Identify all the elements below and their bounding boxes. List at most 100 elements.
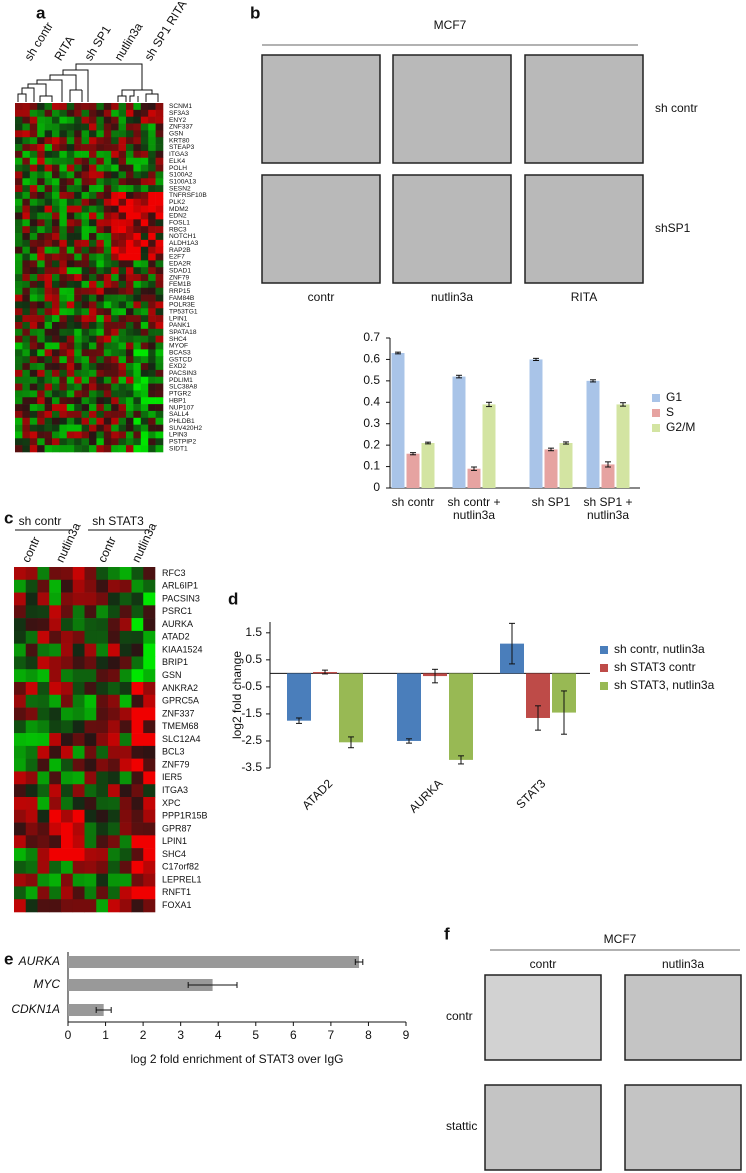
- heatmap-cell: [25, 886, 38, 900]
- x-tick-label: 0: [65, 1028, 72, 1042]
- heatmap-cell: [89, 376, 97, 384]
- heatmap-cell: [66, 226, 75, 234]
- micrograph: [624, 974, 742, 1061]
- heatmap-cell: [22, 130, 31, 138]
- heatmap-cell: [111, 171, 119, 179]
- heatmap-cell: [155, 438, 164, 446]
- heatmap-cell: [133, 178, 142, 186]
- heatmap-cell: [131, 656, 144, 670]
- heatmap-cell: [118, 328, 127, 336]
- heatmap-cell: [133, 417, 142, 425]
- heatmap-cell: [15, 328, 23, 336]
- gene-label: S100A13: [169, 178, 196, 185]
- heatmap-cell: [119, 797, 132, 811]
- gene-label: SDAD1: [169, 267, 191, 274]
- heatmap-cell: [66, 328, 75, 336]
- heatmap-cell: [133, 356, 142, 364]
- gene-label: ATAD2: [162, 632, 190, 642]
- heatmap-cell: [103, 431, 112, 439]
- heatmap-cell: [29, 198, 38, 206]
- heatmap-cell: [143, 873, 156, 887]
- y-tick-label: 0: [373, 480, 380, 494]
- heatmap-cell: [103, 390, 112, 398]
- heatmap-cell: [148, 369, 156, 378]
- heatmap-cell: [155, 185, 164, 193]
- heatmap-cell: [15, 164, 23, 172]
- heatmap-cell: [111, 246, 119, 254]
- heatmap-cell: [52, 356, 60, 364]
- heatmap-cell: [126, 123, 134, 131]
- heatmap-cell: [25, 822, 38, 836]
- heatmap-cell: [66, 239, 75, 248]
- heatmap-cell: [74, 287, 82, 295]
- heatmap-cell: [81, 342, 90, 350]
- gene-label: ITGA3: [162, 785, 188, 795]
- heatmap-cell: [15, 123, 23, 131]
- panel-label: d: [228, 589, 238, 608]
- heatmap-cell: [143, 809, 156, 823]
- panel-label: a: [36, 3, 46, 22]
- heatmap-cell: [126, 404, 134, 412]
- heatmap-cell: [81, 239, 90, 248]
- heatmap-cell: [52, 404, 60, 412]
- heatmap-cell: [29, 164, 38, 172]
- heatmap-cell: [22, 294, 31, 302]
- heatmap-cell: [61, 592, 74, 606]
- heatmap-cell: [74, 144, 82, 152]
- heatmap-cell: [118, 369, 127, 378]
- heatmap-cell: [140, 410, 149, 419]
- heatmap-cell: [66, 383, 75, 391]
- heatmap-cell: [74, 239, 82, 248]
- heatmap-cell: [140, 212, 149, 220]
- heatmap-cell: [155, 376, 164, 384]
- heatmap-cell: [133, 212, 142, 220]
- heatmap-cell: [52, 171, 60, 179]
- heatmap-cell: [140, 144, 149, 152]
- heatmap-cell: [66, 445, 75, 453]
- heatmap-cell: [119, 656, 132, 670]
- heatmap-cell: [140, 157, 149, 165]
- heatmap-cell: [119, 873, 132, 887]
- gene-label: GSN: [162, 670, 182, 680]
- heatmap-cell: [118, 198, 127, 206]
- heatmap-cell: [74, 246, 82, 254]
- heatmap-cell: [74, 335, 82, 343]
- heatmap-cell: [52, 410, 60, 419]
- heatmap-cell: [81, 212, 90, 220]
- heatmap-cell: [119, 630, 132, 644]
- heatmap-cell: [15, 219, 23, 227]
- heatmap-cell: [89, 130, 97, 138]
- heatmap-cell: [29, 287, 38, 295]
- heatmap-cell: [66, 267, 75, 275]
- heatmap-cell: [52, 137, 60, 145]
- heatmap-cell: [148, 404, 156, 412]
- heatmap-cell: [84, 682, 97, 696]
- gene-label: FEM1B: [169, 281, 192, 288]
- heatmap-cell: [118, 239, 127, 248]
- gene-label: ALDH1A3: [169, 240, 199, 247]
- heatmap-cell: [108, 860, 121, 874]
- heatmap-cell: [103, 178, 112, 186]
- bar: [452, 376, 466, 488]
- heatmap-cell: [108, 567, 121, 581]
- gene-label: GPRC5A: [162, 696, 199, 706]
- heatmap-cell: [81, 431, 90, 439]
- heatmap-cell: [148, 417, 156, 425]
- heatmap-cell: [74, 363, 82, 371]
- heatmap-cell: [96, 397, 105, 405]
- heatmap-cell: [108, 771, 121, 785]
- heatmap-cell: [140, 171, 149, 179]
- heatmap-cell: [52, 280, 60, 289]
- heatmap-cell: [133, 315, 142, 323]
- heatmap-cell: [118, 103, 127, 111]
- heatmap-cell: [140, 205, 149, 213]
- heatmap-cell: [126, 137, 134, 145]
- heatmap-cell: [140, 383, 149, 391]
- heatmap-cell: [29, 410, 38, 419]
- heatmap-cell: [140, 301, 149, 309]
- heatmap-cell: [118, 144, 127, 152]
- heatmap-cell: [29, 369, 38, 378]
- heatmap-cell: [52, 287, 60, 295]
- heatmap-cell: [59, 397, 68, 405]
- heatmap-cell: [119, 899, 132, 913]
